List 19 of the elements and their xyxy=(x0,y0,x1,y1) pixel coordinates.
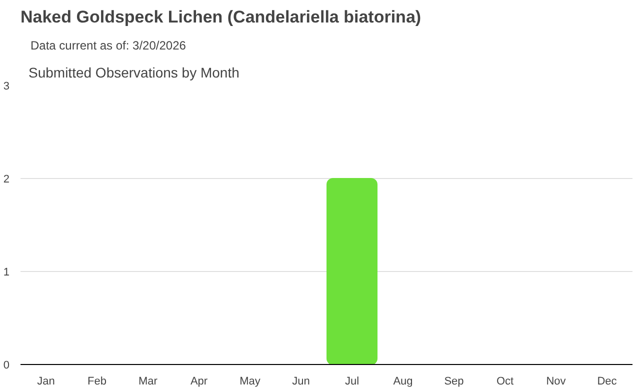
x-tick-label: Feb xyxy=(88,376,106,388)
x-tick-label: Aug xyxy=(393,376,413,388)
x-tick-label: May xyxy=(240,376,261,388)
x-tick-label: Nov xyxy=(546,376,566,388)
x-tick-label: Jan xyxy=(37,376,55,388)
x-tick-label: Apr xyxy=(190,376,208,388)
text: Submitted Observations by Month xyxy=(28,64,240,80)
x-tick-label: Sep xyxy=(444,376,464,388)
y-tick-label: 0 xyxy=(3,360,10,372)
x-tick-label: Dec xyxy=(597,376,618,388)
y-tick-label: 1 xyxy=(3,266,10,278)
x-tick-label: Oct xyxy=(496,376,514,388)
x-tick-label: Mar xyxy=(138,376,158,388)
y-tick-label: 3 xyxy=(3,80,10,92)
chart-subtitle: Data current as of: 3/20/2026 xyxy=(30,38,186,52)
chart-title: Naked Goldspeck Lichen (Candelariella biatorina) xyxy=(20,8,422,26)
x-tick-label: Jun xyxy=(292,376,310,388)
y-tick-label: 2 xyxy=(3,174,10,186)
x-tick-label: Jul xyxy=(344,376,360,388)
